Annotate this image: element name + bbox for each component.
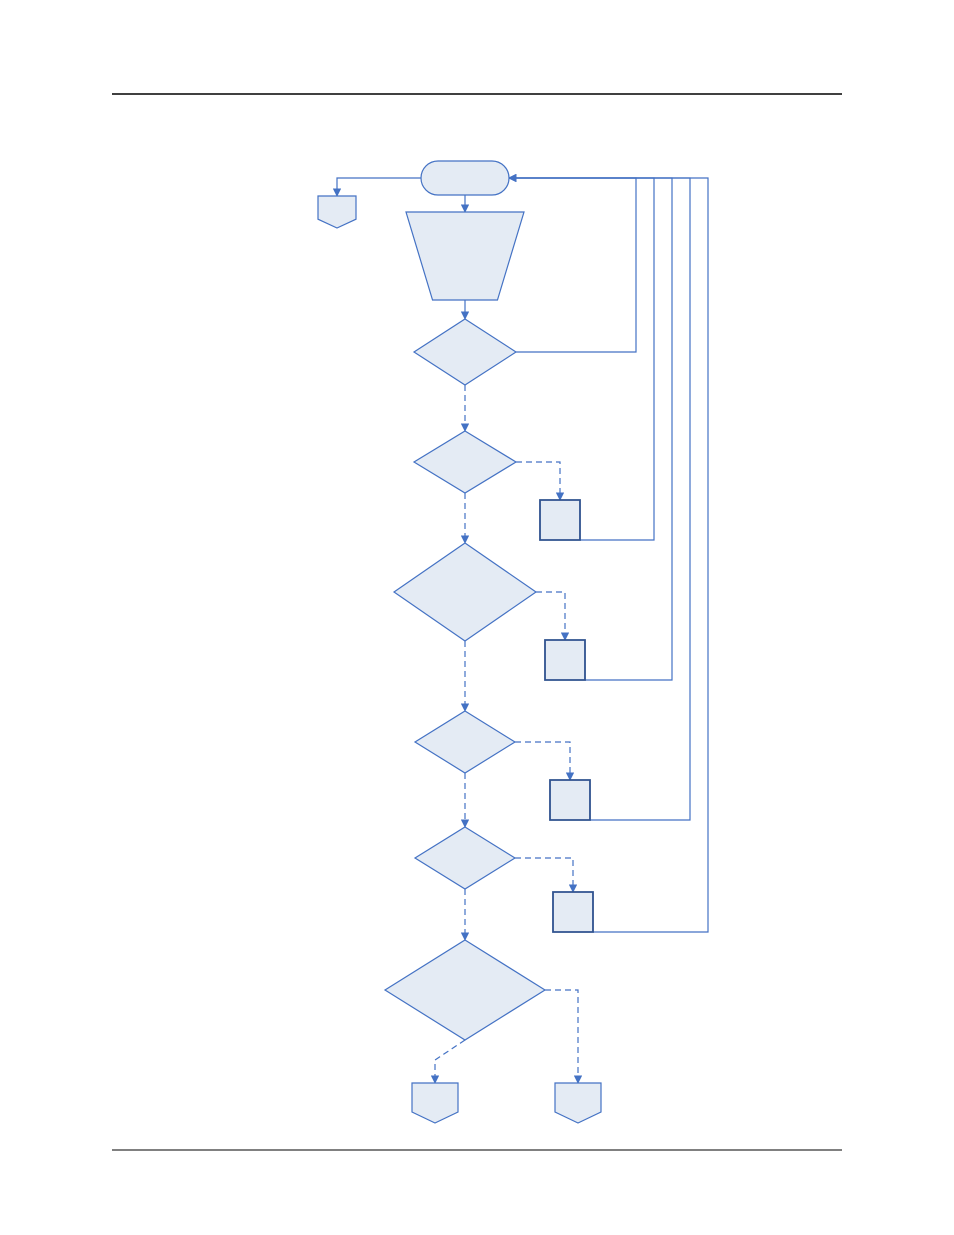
node-d1 [414,319,516,385]
edge-p3-loop-start [509,178,672,680]
node-p4 [550,780,590,820]
node-d5 [415,827,515,889]
edge-d2-p2 [516,462,560,500]
flowchart-canvas [0,0,954,1235]
edge-p5-loop-start [509,178,708,932]
node-d4 [415,711,515,773]
node-connC [555,1083,601,1123]
node-p5 [553,892,593,932]
edge-d6-connC [545,990,578,1083]
node-input [406,212,524,300]
node-p3 [545,640,585,680]
edge-p2-loop-start [509,178,654,540]
edge-p4-loop-start [509,178,690,820]
edge-d3-p3 [536,592,565,640]
edge-d4-p4 [515,742,570,780]
node-d6 [385,940,545,1040]
node-d3 [394,543,536,641]
edge-d1-right-loop-start [509,178,636,352]
edge-d5-p5 [515,858,573,892]
edge-start-connA [337,178,421,196]
node-connB [412,1083,458,1123]
node-p2 [540,500,580,540]
node-d2 [414,431,516,493]
node-start [421,161,509,195]
edge-d6-connB [435,1040,465,1083]
node-connA [318,196,356,228]
